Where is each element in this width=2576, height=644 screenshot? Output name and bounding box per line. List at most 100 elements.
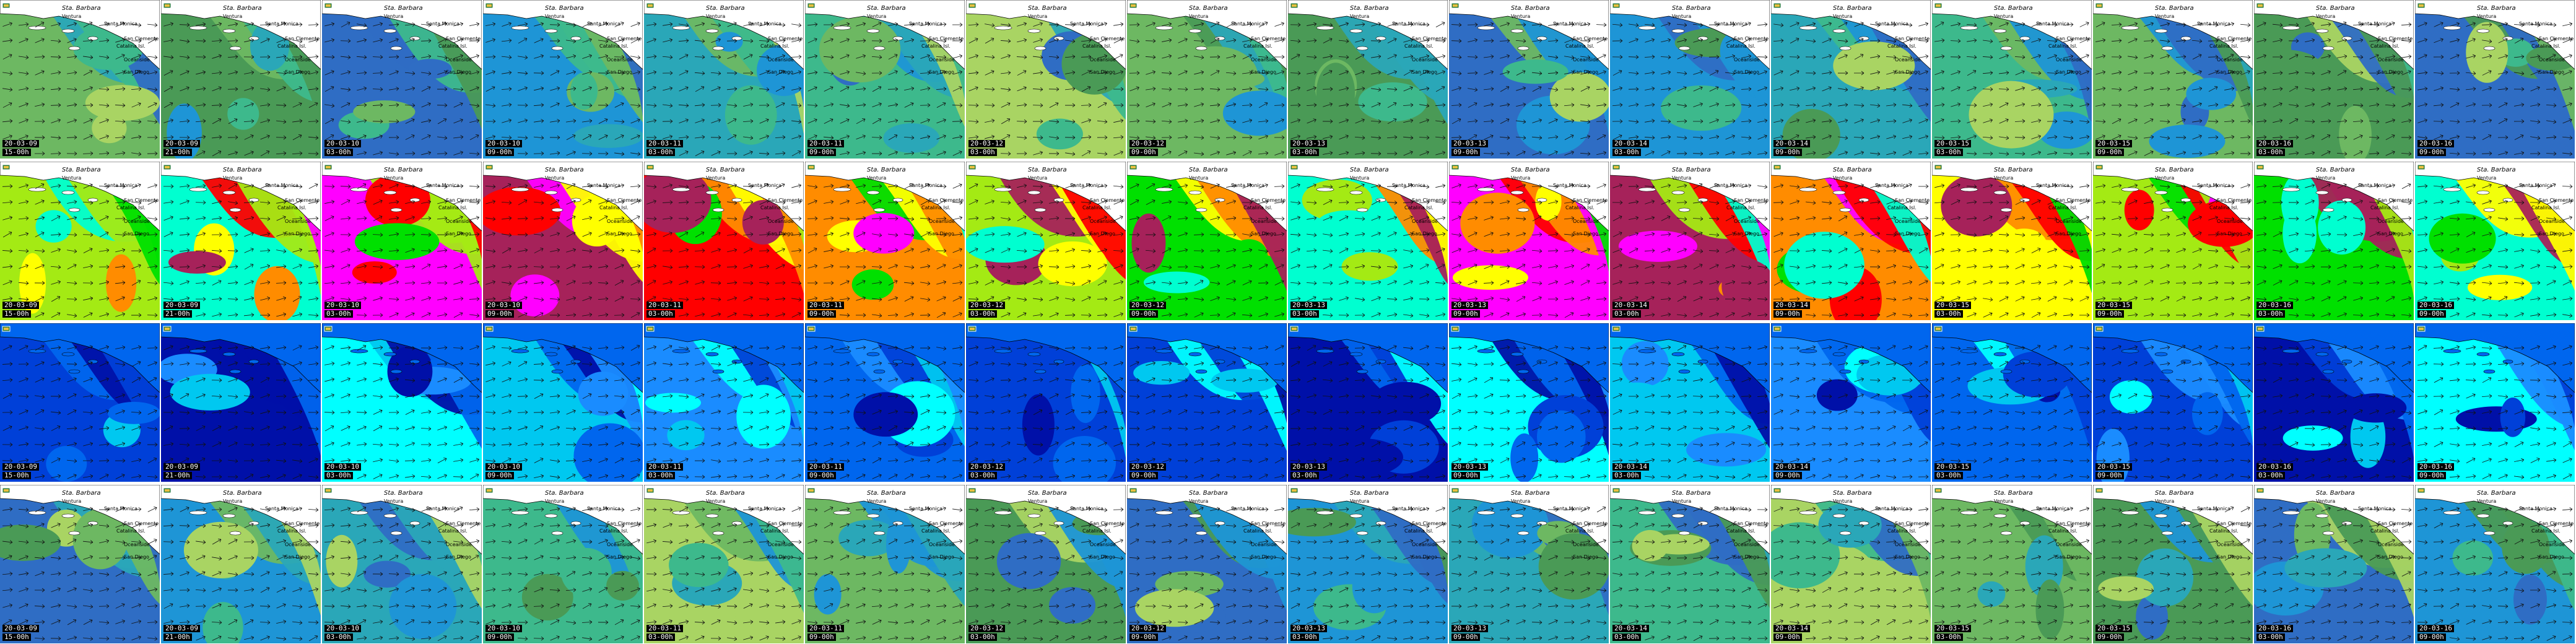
map-tile[interactable]: 20-03-13 09-00h xyxy=(1449,323,1609,482)
map-tile[interactable]: Sta. Barbara Ventura Santa Monica San Cleme… xyxy=(1932,162,2092,320)
wind-arrow-icon xyxy=(2289,232,2299,237)
wind-arrow-icon xyxy=(727,345,738,350)
map-tile[interactable]: 20-03-12 03-00h xyxy=(966,323,1126,482)
map-tile[interactable]: 20-03-14 09-00h xyxy=(1771,323,1931,482)
map-tile[interactable]: Sta. Barbara Ventura Santa Monica San Cleme… xyxy=(0,162,160,320)
wind-arrow-icon xyxy=(2191,281,2203,285)
wind-arrow-icon xyxy=(1001,346,1011,350)
wind-arrow-icon xyxy=(1821,362,1832,367)
wind-arrow-icon xyxy=(646,70,657,75)
map-tile[interactable]: Sta. Barbara Ventura Santa Monica San Cleme… xyxy=(2415,162,2575,320)
wind-arrow-icon xyxy=(759,151,770,156)
map-tile[interactable]: Sta. Barbara Ventura Santa Monica San Cleme… xyxy=(2254,0,2414,159)
map-tile[interactable]: 20-03-10 03-00h xyxy=(322,323,482,482)
wind-arrow-icon xyxy=(872,102,882,108)
map-tile[interactable]: Sta. Barbara Ventura Santa Monica San Cleme… xyxy=(1449,162,1609,320)
map-tile[interactable]: 20-03-11 09-00h xyxy=(805,323,965,482)
map-tile[interactable]: Sta. Barbara Ventura Santa Monica San Cleme… xyxy=(1127,162,1287,320)
map-tile[interactable]: Sta. Barbara Ventura Santa Monica San Cleme… xyxy=(1288,162,1448,320)
wind-arrow-icon xyxy=(743,86,753,91)
wind-arrow-icon xyxy=(1918,265,1929,269)
wind-arrow-icon xyxy=(566,232,576,237)
wind-arrow-icon xyxy=(775,119,786,123)
wind-arrow-icon xyxy=(2273,23,2283,27)
wind-arrow-icon xyxy=(99,248,110,253)
map-tile[interactable]: 20-03-10 09-00h xyxy=(483,323,643,482)
wind-arrow-icon xyxy=(1419,345,1429,350)
map-tile[interactable]: Sta. Barbara Ventura Santa Monica San Cleme… xyxy=(1771,162,1931,320)
wind-arrow-icon xyxy=(195,200,206,205)
wind-arrow-icon xyxy=(404,103,416,108)
wind-arrow-icon xyxy=(2289,70,2299,75)
wind-arrow-icon xyxy=(1323,409,1333,415)
wind-arrow-icon xyxy=(534,136,544,140)
field-blob xyxy=(254,266,300,320)
wind-arrow-icon xyxy=(2208,199,2218,206)
wind-arrow-icon xyxy=(2047,217,2058,221)
wind-arrow-icon xyxy=(1178,393,1188,398)
map-tile[interactable]: Sta. Barbara Ventura Santa Monica San Cleme… xyxy=(161,0,321,159)
map-tile[interactable]: Sta. Barbara Ventura Santa Monica San Cleme… xyxy=(966,162,1126,320)
map-tile[interactable]: 20-03-12 09-00h xyxy=(1127,323,1287,482)
map-tile[interactable]: Sta. Barbara Ventura Santa Monica San Cleme… xyxy=(322,162,482,320)
map-tile[interactable]: Sta. Barbara Ventura Santa Monica San Cleme… xyxy=(644,162,804,320)
map-tile[interactable]: Sta. Barbara Ventura Santa Monica San Cleme… xyxy=(1610,162,1770,320)
map-tile[interactable]: 20-03-09 15-00h xyxy=(0,323,160,482)
map-tile[interactable]: Sta. Barbara Ventura Santa Monica San Cleme… xyxy=(966,0,1126,159)
map-tile[interactable]: Sta. Barbara Ventura Santa Monica San Cleme… xyxy=(805,162,965,320)
wind-arrow-icon xyxy=(904,296,914,302)
map-tile[interactable]: Sta. Barbara Ventura Santa Monica San Cleme… xyxy=(2093,0,2253,159)
map-tile[interactable]: Sta. Barbara Ventura Santa Monica San Cleme… xyxy=(1127,0,1287,159)
wind-arrow-icon xyxy=(743,296,753,302)
map-tile[interactable]: Sta. Barbara Ventura Santa Monica San Cleme… xyxy=(0,0,160,159)
place-label: San Clemente xyxy=(1895,198,1930,203)
map-tile[interactable]: Sta. Barbara Ventura Santa Monica San Cleme… xyxy=(1610,0,1770,159)
map-tile[interactable]: Sta. Barbara Ventura Santa Monica San Cleme… xyxy=(1771,0,1931,159)
wind-arrow-icon xyxy=(1162,102,1172,108)
map-tile[interactable]: Sta. Barbara Ventura Santa Monica San Cleme… xyxy=(1449,0,1609,159)
map-tile[interactable]: Sta. Barbara Ventura Santa Monica San Cleme… xyxy=(1288,0,1448,159)
wind-arrow-icon xyxy=(775,458,786,463)
wind-arrow-icon xyxy=(727,118,737,124)
wind-arrow-icon xyxy=(2514,248,2525,253)
map-tile[interactable]: Sta. Barbara Ventura Santa Monica San Cleme… xyxy=(322,0,482,159)
wind-arrow-icon xyxy=(1017,312,1027,318)
wind-arrow-icon xyxy=(67,199,77,204)
wind-arrow-icon xyxy=(1692,216,1704,221)
wind-arrow-icon xyxy=(1661,183,1671,188)
wind-arrow-icon xyxy=(1806,377,1816,383)
wind-arrow-icon xyxy=(180,70,189,76)
wind-arrow-icon xyxy=(1500,118,1510,124)
wind-arrow-icon xyxy=(2514,71,2525,76)
wind-arrow-icon xyxy=(180,296,190,301)
wind-arrow-icon xyxy=(147,151,158,156)
wind-arrow-icon xyxy=(1661,345,1671,350)
wind-arrow-icon xyxy=(196,22,206,27)
wind-arrow-icon xyxy=(147,23,158,27)
map-tile[interactable]: 20-03-11 03-00h xyxy=(644,323,804,482)
wind-arrow-icon xyxy=(581,264,593,269)
wind-arrow-icon xyxy=(743,425,753,431)
map-tile[interactable]: Sta. Barbara Ventura Santa Monica San Cleme… xyxy=(483,0,643,159)
map-tile[interactable]: Sta. Barbara Ventura Santa Monica San Cleme… xyxy=(483,162,643,320)
island xyxy=(1832,28,1846,33)
wind-arrow-icon xyxy=(1307,442,1317,446)
wind-arrow-icon xyxy=(1274,345,1284,350)
map-tile[interactable]: Sta. Barbara Ventura Santa Monica San Cleme… xyxy=(2254,162,2414,320)
wind-arrow-icon xyxy=(308,199,319,204)
wind-arrow-icon xyxy=(1258,151,1269,155)
map-tile[interactable]: Sta. Barbara Ventura Santa Monica San Cleme… xyxy=(2415,0,2575,159)
wind-arrow-icon xyxy=(662,248,673,253)
map-tile[interactable]: Sta. Barbara Ventura Santa Monica San Cleme… xyxy=(644,0,804,159)
map-tile[interactable]: 20-03-14 03-00h xyxy=(1610,323,1770,482)
map-tile[interactable]: Sta. Barbara Ventura Santa Monica San Cleme… xyxy=(805,0,965,159)
map-tile[interactable]: 20-03-13 03-00h xyxy=(1288,323,1448,482)
wind-arrow-icon xyxy=(550,151,560,155)
map-tile[interactable]: Sta. Barbara Ventura Santa Monica San Cleme… xyxy=(161,162,321,320)
wind-arrow-icon xyxy=(469,409,480,414)
wind-arrow-icon xyxy=(180,119,190,123)
map-tile[interactable]: Sta. Barbara Ventura Santa Monica San Cleme… xyxy=(1932,0,2092,159)
map-tile[interactable]: Sta. Barbara Ventura Santa Monica San Cleme… xyxy=(2093,162,2253,320)
map-tile[interactable]: 20-03-09 21-00h xyxy=(161,323,321,482)
wind-arrow-icon xyxy=(2352,54,2364,59)
